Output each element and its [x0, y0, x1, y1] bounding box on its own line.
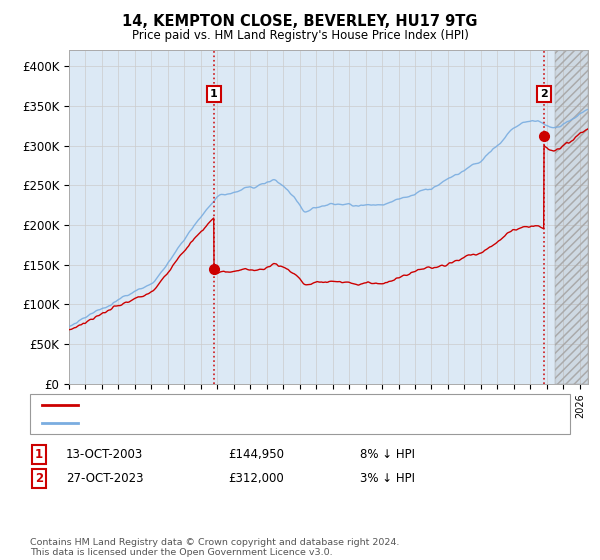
Text: 2: 2 [540, 88, 548, 99]
Text: 3% ↓ HPI: 3% ↓ HPI [360, 472, 415, 486]
Text: 14, KEMPTON CLOSE, BEVERLEY, HU17 9TG (detached house): 14, KEMPTON CLOSE, BEVERLEY, HU17 9TG (d… [84, 400, 422, 410]
Text: Contains HM Land Registry data © Crown copyright and database right 2024.
This d: Contains HM Land Registry data © Crown c… [30, 538, 400, 557]
Text: 1: 1 [210, 88, 218, 99]
Bar [555, 50, 588, 384]
Text: 1: 1 [35, 448, 43, 461]
Text: 14, KEMPTON CLOSE, BEVERLEY, HU17 9TG: 14, KEMPTON CLOSE, BEVERLEY, HU17 9TG [122, 14, 478, 29]
Text: HPI: Average price, detached house, East Riding of Yorkshire: HPI: Average price, detached house, East… [84, 418, 415, 428]
Text: 8% ↓ HPI: 8% ↓ HPI [360, 448, 415, 461]
Text: £144,950: £144,950 [228, 448, 284, 461]
Text: 2: 2 [35, 472, 43, 486]
Text: Price paid vs. HM Land Registry's House Price Index (HPI): Price paid vs. HM Land Registry's House … [131, 29, 469, 42]
Text: £312,000: £312,000 [228, 472, 284, 486]
Text: 13-OCT-2003: 13-OCT-2003 [66, 448, 143, 461]
Text: 27-OCT-2023: 27-OCT-2023 [66, 472, 143, 486]
